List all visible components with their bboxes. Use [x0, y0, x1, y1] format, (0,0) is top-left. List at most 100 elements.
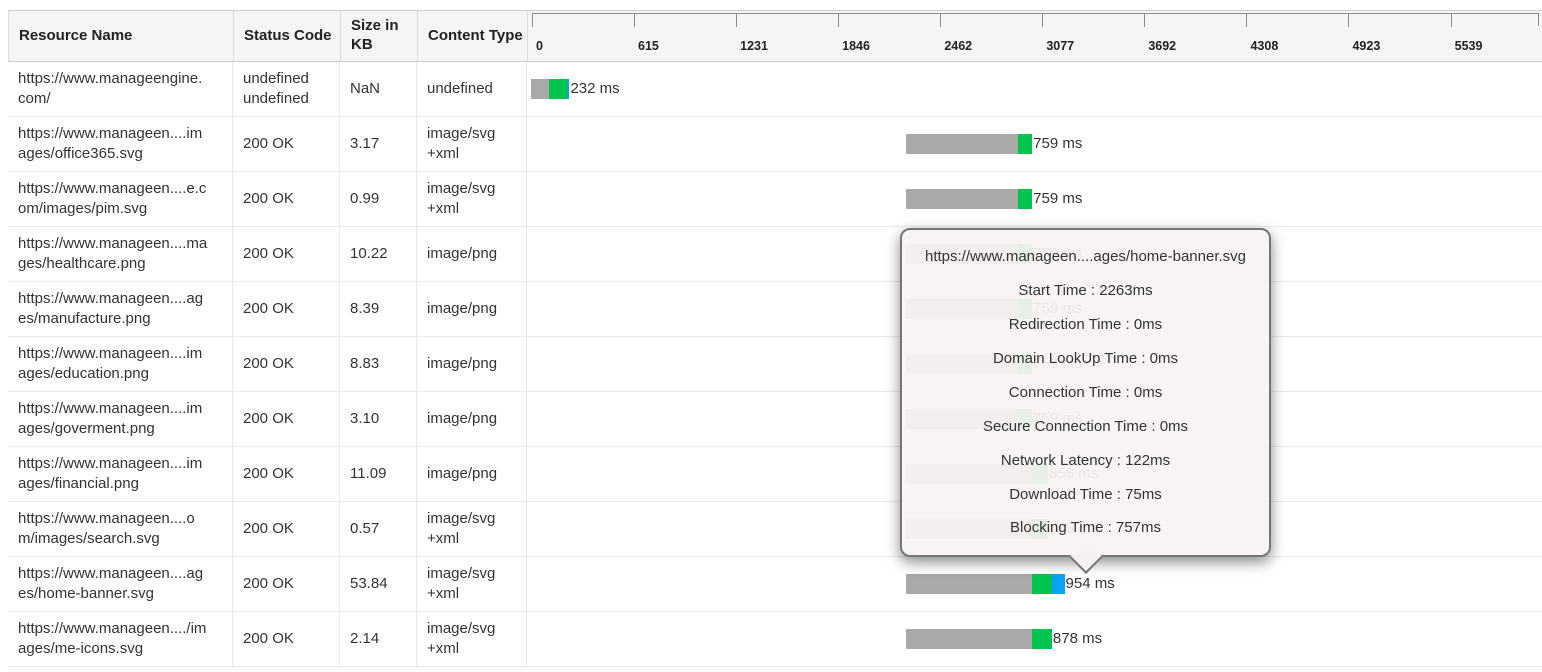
cell-size-kb: 3.10	[340, 392, 417, 446]
axis-tick	[736, 14, 738, 27]
bar-segment-latency	[1018, 189, 1033, 209]
tooltip-secure-connection-time: Secure Connection Time : 0ms	[982, 417, 1189, 435]
bar-segment-blocking	[906, 134, 1019, 154]
timeline-axis-header: 0 615 1231 1846 2462 3077 3692 4308 4923 5539	[528, 11, 1542, 61]
axis-tick-label: 5539	[1454, 39, 1483, 53]
timeline-cell: 954 ms	[527, 557, 1542, 611]
column-header-resource-name: Resource Name	[9, 11, 234, 61]
cell-resource-name: https://www.manageen..../images/me-icons…	[8, 612, 233, 666]
axis-tick-label: 3692	[1148, 39, 1177, 53]
bar-segment-blocking	[531, 79, 550, 99]
cell-status-code: 200 OK	[233, 392, 340, 446]
cell-status-code: 200 OK	[233, 502, 340, 556]
axis-tick	[1348, 14, 1350, 27]
cell-resource-name: https://www.manageen....ages/home-banner…	[8, 557, 233, 611]
cell-content-type: image/png	[417, 447, 527, 501]
cell-size-kb: 2.14	[340, 612, 417, 666]
cell-content-type: image/png	[417, 392, 527, 446]
timeline-cell: 759 ms	[527, 172, 1542, 226]
bar-segment-latency	[549, 79, 568, 99]
cell-status-code: 200 OK	[233, 172, 340, 226]
resource-table: Resource Name Status Code Size in KB Con…	[8, 10, 1542, 667]
table-row: https://www.manageen....om/images/search…	[8, 502, 1542, 557]
column-header-status-code: Status Code	[234, 11, 341, 61]
cell-resource-name: https://www.manageen....mages/healthcare…	[8, 227, 233, 281]
bar-duration-label: 878 ms	[1052, 629, 1103, 647]
cell-content-type: image/svg+xml	[417, 612, 527, 666]
bar-segment-blocking	[906, 574, 1032, 594]
tooltip-resource-title: https://www.manageen....ages/home-banner…	[924, 248, 1247, 266]
tooltip-start-time: Start Time : 2263ms	[1018, 282, 1153, 300]
bar-segment-blocking	[906, 189, 1019, 209]
cell-status-code: 200 OK	[233, 227, 340, 281]
bar-segment-latency	[1031, 629, 1052, 649]
waterfall-bar[interactable]: 878 ms	[906, 629, 1102, 649]
axis-tick	[940, 14, 942, 27]
cell-content-type: image/png	[417, 227, 527, 281]
waterfall-bar[interactable]: 954 ms	[906, 574, 1115, 594]
cell-content-type: image/svg+xml	[417, 117, 527, 171]
axis-tick-label: 4923	[1352, 39, 1381, 53]
cell-resource-name: https://www.manageengine.com/	[8, 62, 233, 116]
axis-tick	[1450, 14, 1452, 27]
cell-content-type: image/png	[417, 282, 527, 336]
bar-segment-download	[1052, 574, 1065, 594]
cell-size-kb: 3.17	[340, 117, 417, 171]
waterfall-bar[interactable]: 759 ms	[906, 189, 1082, 209]
table-row: https://www.manageen....images/education…	[8, 337, 1542, 392]
cell-size-kb: 0.57	[340, 502, 417, 556]
cell-content-type: image/svg+xml	[417, 172, 527, 226]
table-row: https://www.manageen....ages/manufacture…	[8, 282, 1542, 337]
waterfall-bar[interactable]: 759 ms	[906, 134, 1082, 154]
cell-size-kb: 11.09	[340, 447, 417, 501]
cell-resource-name: https://www.manageen....ages/manufacture…	[8, 282, 233, 336]
table-body: https://www.manageengine.com/undefined u…	[8, 62, 1542, 667]
axis-tick-label: 0	[536, 39, 543, 53]
table-row: https://www.manageen....images/office365…	[8, 117, 1542, 172]
axis-tick	[838, 14, 840, 27]
waterfall-bar[interactable]: 232 ms	[531, 79, 620, 99]
table-row: https://www.manageengine.com/undefined u…	[8, 62, 1542, 117]
waterfall-tooltip: https://www.manageen....ages/home-banner…	[900, 228, 1271, 557]
cell-size-kb: NaN	[340, 62, 417, 116]
table-row: https://www.manageen....ages/home-banner…	[8, 557, 1542, 612]
tooltip-redirection-time: Redirection Time : 0ms	[1008, 316, 1163, 334]
tooltip-network-latency: Network Latency : 122ms	[1000, 451, 1171, 469]
cell-status-code: 200 OK	[233, 612, 340, 666]
table-row: https://www.manageen....e.com/images/pim…	[8, 172, 1542, 227]
cell-content-type: undefined	[417, 62, 527, 116]
cell-status-code: 200 OK	[233, 117, 340, 171]
axis-tick-label: 1231	[740, 39, 768, 53]
table-header: Resource Name Status Code Size in KB Con…	[8, 10, 1542, 62]
cell-size-kb: 8.39	[340, 282, 417, 336]
bar-segment-download	[567, 79, 570, 99]
tooltip-download-time: Download Time : 75ms	[1009, 485, 1162, 503]
cell-status-code: 200 OK	[233, 282, 340, 336]
cell-size-kb: 8.83	[340, 337, 417, 391]
cell-content-type: image/svg+xml	[417, 557, 527, 611]
bar-duration-label: 954 ms	[1065, 574, 1115, 592]
cell-resource-name: https://www.manageen....images/education…	[8, 337, 233, 391]
cell-content-type: image/svg+xml	[417, 502, 527, 556]
cell-status-code: 200 OK	[233, 447, 340, 501]
cell-resource-name: https://www.manageen....om/images/search…	[8, 502, 233, 556]
tooltip-blocking-time: Blocking Time : 757ms	[1010, 519, 1161, 537]
bar-duration-label: 232 ms	[570, 79, 620, 97]
cell-status-code: undefined undefined	[233, 62, 340, 116]
timeline-cell: 759 ms	[527, 117, 1542, 171]
axis-tick-label: 615	[638, 39, 659, 53]
cell-size-kb: 0.99	[340, 172, 417, 226]
timeline-cell: 878 ms	[527, 612, 1542, 666]
bar-duration-label: 759 ms	[1033, 134, 1083, 152]
cell-content-type: image/png	[417, 337, 527, 391]
timeline-cell: 232 ms	[527, 62, 1542, 116]
table-row: https://www.manageen..../images/me-icons…	[8, 612, 1542, 667]
cell-resource-name: https://www.manageen....images/office365…	[8, 117, 233, 171]
cell-resource-name: https://www.manageen....images/goverment…	[8, 392, 233, 446]
bar-duration-label: 759 ms	[1033, 189, 1083, 207]
column-header-content-type: Content Type	[418, 11, 528, 61]
column-header-size-kb: Size in KB	[341, 11, 418, 61]
cell-size-kb: 53.84	[340, 557, 417, 611]
cell-resource-name: https://www.manageen....images/financial…	[8, 447, 233, 501]
